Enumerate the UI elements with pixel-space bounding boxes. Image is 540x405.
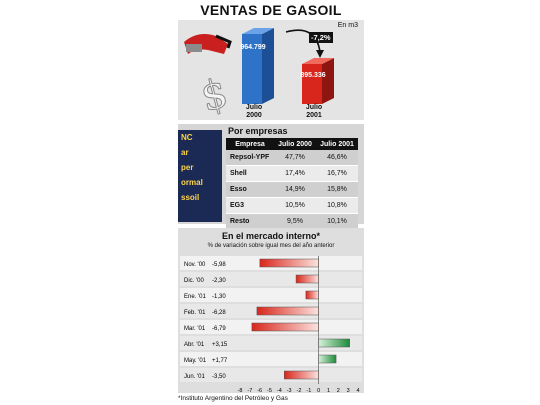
value-label: +3,15 bbox=[212, 342, 228, 348]
bar-julio-2001 bbox=[302, 58, 334, 104]
category-label: Dic. '00 bbox=[184, 278, 204, 284]
variation-chart: Nov. '00 -5,98 Dic. '00 -2,30 Ene. '01 -1,30 F… bbox=[180, 256, 362, 392]
data-bar bbox=[318, 354, 337, 364]
value-label: -1,30 bbox=[212, 294, 226, 300]
chart-row-bg bbox=[180, 352, 362, 366]
col-header-2001: Julio 2001 bbox=[316, 138, 358, 150]
x-tick-label: -2 bbox=[297, 388, 302, 392]
infographic: VENTAS DE GASOIL En m3 $ bbox=[178, 0, 364, 405]
chart-row-bg bbox=[180, 288, 362, 302]
category-label: Abr. '01 bbox=[184, 342, 205, 348]
table-row: Shell 17,4% 16,7% bbox=[226, 165, 358, 182]
category-label: May. '01 bbox=[184, 358, 207, 364]
value-label: -5,98 bbox=[212, 262, 226, 268]
category-label: Jun. '01 bbox=[184, 374, 205, 380]
chart-row-bg bbox=[180, 272, 362, 286]
x-tick-label: -5 bbox=[267, 388, 272, 392]
unit-label: En m3 bbox=[337, 22, 358, 29]
internal-market-panel: En el mercado interno* % de variación so… bbox=[178, 228, 364, 393]
table-row: EG3 10,5% 10,8% bbox=[226, 197, 358, 214]
x-tick-label: -6 bbox=[257, 388, 262, 392]
bar-2001-value: 895.336 bbox=[300, 72, 326, 79]
companies-title: Por empresas bbox=[228, 126, 288, 136]
x-tick-label: 2 bbox=[337, 388, 340, 392]
bar-2001-year: Julio 2001 bbox=[305, 104, 323, 119]
x-tick-label: -1 bbox=[306, 388, 311, 392]
x-tick-label: -4 bbox=[277, 388, 282, 392]
table-row: Resto 9,5% 10,1% bbox=[226, 213, 358, 230]
chart-subtitle: % de variación sobre igual mes del año a… bbox=[207, 243, 335, 249]
data-bar bbox=[251, 322, 319, 332]
sales-comparison-panel: En m3 $ bbox=[178, 20, 364, 120]
value-label: -2,30 bbox=[212, 278, 226, 284]
value-label: -3,50 bbox=[212, 374, 226, 380]
x-tick-label: 1 bbox=[327, 388, 330, 392]
data-bar bbox=[305, 290, 319, 300]
value-label: +1,77 bbox=[212, 358, 228, 364]
svg-text:$: $ bbox=[196, 70, 232, 120]
category-label: Nov. '00 bbox=[184, 262, 206, 268]
companies-panel: NC ar per ormal ssoil Por empresas Empre… bbox=[178, 124, 364, 230]
companies-table: Empresa Julio 2000 Julio 2001 Repsol-YPF… bbox=[226, 138, 358, 230]
sales-comparison-graphic: $ bbox=[184, 28, 334, 120]
value-label: -6,79 bbox=[212, 326, 226, 332]
category-label: Mar. '01 bbox=[184, 326, 206, 332]
x-tick-label: 3 bbox=[347, 388, 350, 392]
x-tick-label: -7 bbox=[247, 388, 252, 392]
data-bar bbox=[284, 370, 319, 380]
data-bar bbox=[318, 338, 350, 348]
change-badge: -7,2% bbox=[309, 32, 333, 43]
x-tick-label: -8 bbox=[238, 388, 243, 392]
x-tick-label: 4 bbox=[356, 388, 359, 392]
chart-row-bg bbox=[180, 336, 362, 350]
chart-title: En el mercado interno* bbox=[221, 231, 321, 241]
bar-2000-year: Julio 2000 bbox=[245, 104, 263, 119]
col-header-empresa: Empresa bbox=[226, 138, 274, 150]
x-tick-label: 0 bbox=[317, 388, 320, 392]
category-label: Feb. '01 bbox=[184, 310, 206, 316]
col-header-2000: Julio 2000 bbox=[274, 138, 316, 150]
x-tick-label: -3 bbox=[287, 388, 292, 392]
bar-2000-value: 964.799 bbox=[240, 44, 266, 51]
table-row: Esso 14,9% 15,8% bbox=[226, 181, 358, 198]
data-bar bbox=[295, 274, 319, 284]
data-bar bbox=[259, 258, 319, 268]
source-note: *Instituto Argentino del Petróleo y Gas bbox=[178, 395, 288, 402]
category-label: Ene. '01 bbox=[184, 294, 206, 300]
main-title: VENTAS DE GASOIL bbox=[200, 2, 342, 18]
dollar-sign-icon: $ bbox=[196, 70, 233, 120]
chart-row-bg bbox=[180, 368, 362, 382]
value-label: -6,28 bbox=[212, 310, 226, 316]
bar-julio-2000 bbox=[242, 28, 274, 104]
gas-pump-photo: NC ar per ormal ssoil bbox=[178, 130, 222, 222]
fuel-nozzle-icon bbox=[184, 34, 232, 54]
table-row: Repsol-YPF 47,7% 46,6% bbox=[226, 150, 358, 166]
data-bar bbox=[256, 306, 319, 316]
